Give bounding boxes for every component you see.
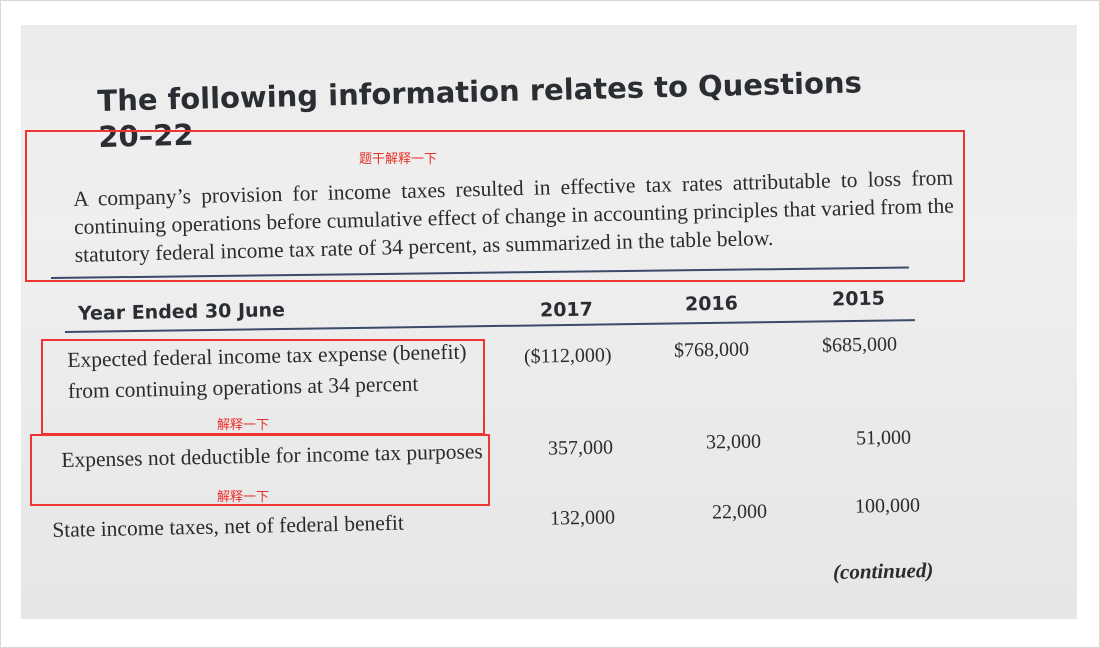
annotation-note-question-stem: 题干解释一下 xyxy=(359,152,438,167)
table-header-2016: 2016 xyxy=(684,292,739,316)
table-header-label: Year Ended 30 June xyxy=(77,299,286,325)
annotation-note-row-nondeductible: 解释一下 xyxy=(217,490,270,505)
table-cell-row2-2015: 51,000 xyxy=(855,426,912,450)
table-cell-row1-2015: $685,000 xyxy=(821,333,898,357)
table-cell-row2-2016: 32,000 xyxy=(705,430,762,454)
table-cell-row3-2017: 132,000 xyxy=(549,506,616,530)
continued-note: (continued) xyxy=(832,557,934,585)
annotation-box-row-nondeductible xyxy=(30,434,490,506)
table-row-state-income-taxes-label: State income taxes, net of federal benef… xyxy=(52,510,405,542)
table-cell-row2-2017: 357,000 xyxy=(547,436,614,460)
table-header-2015: 2015 xyxy=(831,287,886,311)
textbook-photo: The following information relates to Que… xyxy=(21,25,1077,619)
table-cell-row3-2015: 100,000 xyxy=(854,494,921,518)
table-header-2017: 2017 xyxy=(539,298,594,322)
table-cell-row1-2016: $768,000 xyxy=(673,338,750,362)
table-cell-row1-2017: ($112,000) xyxy=(523,344,612,368)
table-cell-row3-2016: 22,000 xyxy=(711,500,768,524)
annotation-box-question-stem xyxy=(25,130,965,282)
annotation-note-row-expected-tax: 解释一下 xyxy=(217,418,270,433)
